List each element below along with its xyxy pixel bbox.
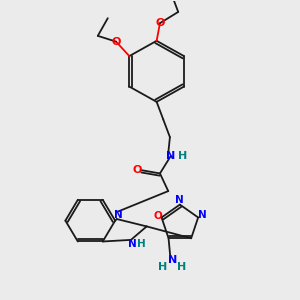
Text: H: H	[178, 151, 187, 161]
Text: N: N	[114, 210, 123, 220]
Text: N: N	[128, 239, 137, 249]
Text: N: N	[166, 151, 176, 161]
Text: N: N	[168, 255, 178, 265]
Text: O: O	[132, 165, 141, 175]
Text: H: H	[177, 262, 186, 272]
Text: N: N	[176, 195, 184, 205]
Text: H: H	[158, 262, 167, 272]
Text: O: O	[111, 37, 121, 46]
Text: O: O	[155, 18, 165, 28]
Text: O: O	[153, 211, 162, 221]
Text: H: H	[137, 239, 146, 249]
Text: N: N	[198, 210, 206, 220]
